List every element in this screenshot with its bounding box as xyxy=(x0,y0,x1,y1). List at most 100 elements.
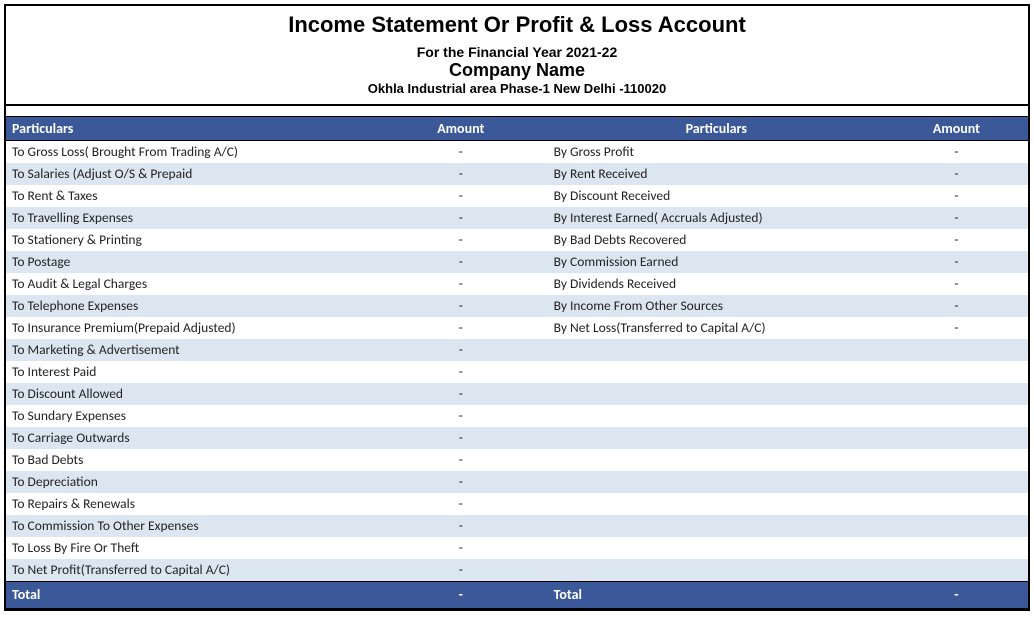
table-row: To Carriage Outwards- xyxy=(6,427,1028,449)
cell-right-amount xyxy=(885,471,1028,493)
cell-left-amount: - xyxy=(374,449,548,471)
cell-right-particulars xyxy=(548,339,885,361)
table-row: To Commission To Other Expenses- xyxy=(6,515,1028,537)
cell-right-particulars: By Dividends Received xyxy=(548,273,885,295)
cell-right-particulars xyxy=(548,383,885,405)
cell-right-particulars: By Commission Earned xyxy=(548,251,885,273)
cell-left-particulars: To Discount Allowed xyxy=(6,383,374,405)
table-row: To Travelling Expenses -By Interest Earne… xyxy=(6,207,1028,229)
cell-left-amount: - xyxy=(374,405,548,427)
cell-right-particulars xyxy=(548,493,885,515)
table-header-row: Particulars Amount Particulars Amount xyxy=(6,117,1028,141)
total-left-amount: - xyxy=(374,582,548,609)
cell-left-particulars: To Marketing & Advertisement xyxy=(6,339,374,361)
cell-left-particulars: To Audit & Legal Charges xyxy=(6,273,374,295)
cell-right-amount xyxy=(885,449,1028,471)
cell-left-amount: - xyxy=(374,427,548,449)
cell-right-particulars: By Interest Earned( Accruals Adjusted) xyxy=(548,207,885,229)
table-row: To Marketing & Advertisement- xyxy=(6,339,1028,361)
cell-right-amount xyxy=(885,361,1028,383)
spacer xyxy=(6,106,1028,116)
table-row: To Discount Allowed- xyxy=(6,383,1028,405)
total-left-label: Total xyxy=(6,582,374,609)
table-row: To Insurance Premium(Prepaid Adjusted)-B… xyxy=(6,317,1028,339)
cell-right-amount xyxy=(885,383,1028,405)
cell-right-amount xyxy=(885,339,1028,361)
cell-left-amount: - xyxy=(374,317,548,339)
cell-right-particulars: By Gross Profit xyxy=(548,141,885,164)
table-row: To Interest Paid- xyxy=(6,361,1028,383)
cell-left-particulars: To Net Profit(Transferred to Capital A/C… xyxy=(6,559,374,582)
cell-right-particulars: By Rent Received xyxy=(548,163,885,185)
cell-left-amount: - xyxy=(374,251,548,273)
pl-table: Particulars Amount Particulars Amount To… xyxy=(6,116,1028,609)
cell-right-particulars xyxy=(548,559,885,582)
cell-left-amount: - xyxy=(374,273,548,295)
cell-right-amount: - xyxy=(885,163,1028,185)
table-row: To Salaries (Adjust O/S & Prepaid-By Ren… xyxy=(6,163,1028,185)
cell-left-particulars: To Rent & Taxes xyxy=(6,185,374,207)
cell-right-particulars xyxy=(548,537,885,559)
cell-right-amount: - xyxy=(885,229,1028,251)
table-row: To Audit & Legal Charges-By Dividends Re… xyxy=(6,273,1028,295)
cell-right-particulars xyxy=(548,471,885,493)
table-row: To Bad Debts- xyxy=(6,449,1028,471)
cell-left-particulars: To Telephone Expenses xyxy=(6,295,374,317)
cell-left-amount: - xyxy=(374,471,548,493)
total-right-amount: - xyxy=(885,582,1028,609)
cell-left-particulars: To Travelling Expenses xyxy=(6,207,374,229)
total-right-label: Total xyxy=(548,582,885,609)
company-name: Company Name xyxy=(6,60,1028,81)
cell-left-particulars: To Loss By Fire Or Theft xyxy=(6,537,374,559)
cell-left-amount: - xyxy=(374,559,548,582)
table-row: To Depreciation- xyxy=(6,471,1028,493)
cell-right-amount xyxy=(885,427,1028,449)
cell-right-amount: - xyxy=(885,185,1028,207)
col-header-left-amount: Amount xyxy=(374,117,548,141)
cell-left-amount: - xyxy=(374,537,548,559)
table-row: To Stationery & Printing-By Bad Debts Re… xyxy=(6,229,1028,251)
cell-right-amount: - xyxy=(885,141,1028,164)
cell-left-amount: - xyxy=(374,493,548,515)
cell-left-amount: - xyxy=(374,185,548,207)
table-row: To Postage-By Commission Earned- xyxy=(6,251,1028,273)
cell-right-particulars: By Net Loss(Transferred to Capital A/C) xyxy=(548,317,885,339)
company-address: Okhla Industrial area Phase-1 New Delhi … xyxy=(6,81,1028,96)
cell-right-amount: - xyxy=(885,207,1028,229)
income-statement-sheet: Income Statement Or Profit & Loss Accoun… xyxy=(4,4,1030,611)
table-row: To Loss By Fire Or Theft- xyxy=(6,537,1028,559)
cell-right-amount xyxy=(885,515,1028,537)
cell-left-particulars: To Repairs & Renewals xyxy=(6,493,374,515)
table-row: To Repairs & Renewals- xyxy=(6,493,1028,515)
cell-right-amount: - xyxy=(885,273,1028,295)
cell-right-amount xyxy=(885,405,1028,427)
col-header-right-amount: Amount xyxy=(885,117,1028,141)
cell-left-particulars: To Bad Debts xyxy=(6,449,374,471)
cell-left-amount: - xyxy=(374,515,548,537)
cell-right-particulars xyxy=(548,405,885,427)
cell-left-amount: - xyxy=(374,339,548,361)
cell-left-amount: - xyxy=(374,361,548,383)
cell-right-particulars xyxy=(548,515,885,537)
col-header-right-particulars: Particulars xyxy=(548,117,885,141)
cell-left-particulars: To Commission To Other Expenses xyxy=(6,515,374,537)
cell-left-particulars: To Insurance Premium(Prepaid Adjusted) xyxy=(6,317,374,339)
cell-left-amount: - xyxy=(374,295,548,317)
table-row: To Gross Loss( Brought From Trading A/C)… xyxy=(6,141,1028,164)
cell-right-amount: - xyxy=(885,317,1028,339)
cell-right-amount xyxy=(885,493,1028,515)
cell-right-particulars xyxy=(548,449,885,471)
cell-right-amount xyxy=(885,537,1028,559)
table-row: To Sundary Expenses- xyxy=(6,405,1028,427)
cell-right-amount: - xyxy=(885,251,1028,273)
cell-left-particulars: To Gross Loss( Brought From Trading A/C) xyxy=(6,141,374,164)
cell-left-amount: - xyxy=(374,229,548,251)
cell-left-particulars: To Sundary Expenses xyxy=(6,405,374,427)
report-header: Income Statement Or Profit & Loss Accoun… xyxy=(6,6,1028,106)
cell-left-particulars: To Interest Paid xyxy=(6,361,374,383)
cell-right-amount: - xyxy=(885,295,1028,317)
report-period: For the Financial Year 2021-22 xyxy=(6,40,1028,60)
cell-left-particulars: To Carriage Outwards xyxy=(6,427,374,449)
cell-right-particulars: By Bad Debts Recovered xyxy=(548,229,885,251)
cell-left-amount: - xyxy=(374,141,548,164)
